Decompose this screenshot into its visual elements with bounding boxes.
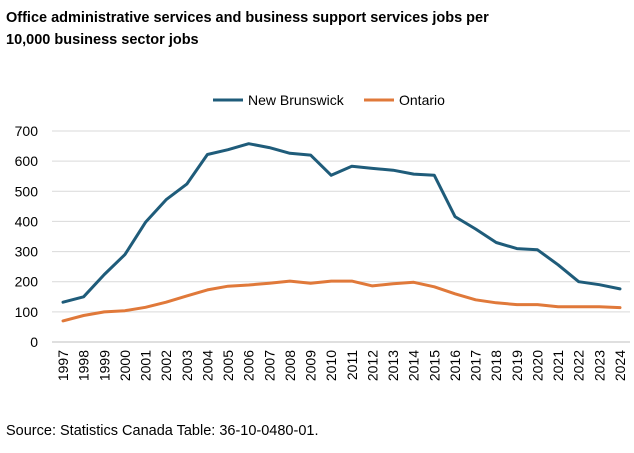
x-tick-label: 2000 [117,350,133,381]
x-tick-label: 1998 [76,350,92,381]
x-tick-label: 2020 [529,350,545,381]
x-tick-label: 2005 [220,350,236,381]
x-tick-label: 2009 [303,350,319,381]
y-tick-label: 300 [15,244,39,260]
chart-title: Office administrative services and busin… [6,7,626,51]
gridlines [52,130,630,343]
x-tick-label: 2011 [344,350,360,380]
y-tick-label: 500 [15,183,39,199]
y-tick-label: 200 [15,274,39,290]
legend-label-new-brunswick: New Brunswick [248,92,345,108]
x-tick-label: 2015 [426,350,442,381]
y-tick-label: 600 [15,153,39,169]
x-tick-label: 2021 [550,350,566,381]
x-tick-label: 2008 [282,350,298,381]
chart-title-line-2: 10,000 business sector jobs [6,32,199,48]
y-tick-label: 700 [15,123,39,139]
x-tick-label: 2022 [571,350,587,381]
x-tick-label: 2012 [364,350,380,381]
series-line-new-brunswick [61,142,622,304]
x-tick-label: 2017 [468,350,484,381]
x-tick-label: 2013 [385,350,401,381]
x-tick-label: 2002 [158,350,174,381]
x-tick-label: 2004 [199,350,215,381]
x-axis: 1997 1998 1999 2000 2001 2002 2003 2004 2005 2006… [55,350,628,381]
x-tick-label: 2016 [447,350,463,381]
series-lines [61,142,622,323]
y-tick-label: 100 [15,304,39,320]
x-tick-label: 2001 [138,350,154,381]
x-tick-label: 2007 [261,350,277,381]
legend-label-ontario: Ontario [399,92,445,108]
x-tick-label: 2003 [179,350,195,381]
x-tick-label: 2024 [612,350,628,381]
x-tick-label: 2019 [509,350,525,381]
y-tick-label: 0 [30,334,38,350]
x-tick-label: 2018 [488,350,504,381]
y-tick-label: 400 [15,213,39,229]
x-tick-label: 2014 [406,350,422,381]
x-tick-label: 1999 [96,350,112,381]
x-tick-label: 2023 [591,350,607,381]
x-tick-label: 2010 [323,350,339,381]
series-line-ontario [61,279,622,323]
y-axis: 0 100 200 300 400 500 600 700 [15,123,39,350]
source-note: Source: Statistics Canada Table: 36-10-0… [6,423,319,439]
legend: New Brunswick Ontario [213,92,445,108]
x-tick-label: 1997 [55,350,71,381]
chart-title-line-1: Office administrative services and busin… [6,10,489,26]
x-tick-label: 2006 [241,350,257,381]
